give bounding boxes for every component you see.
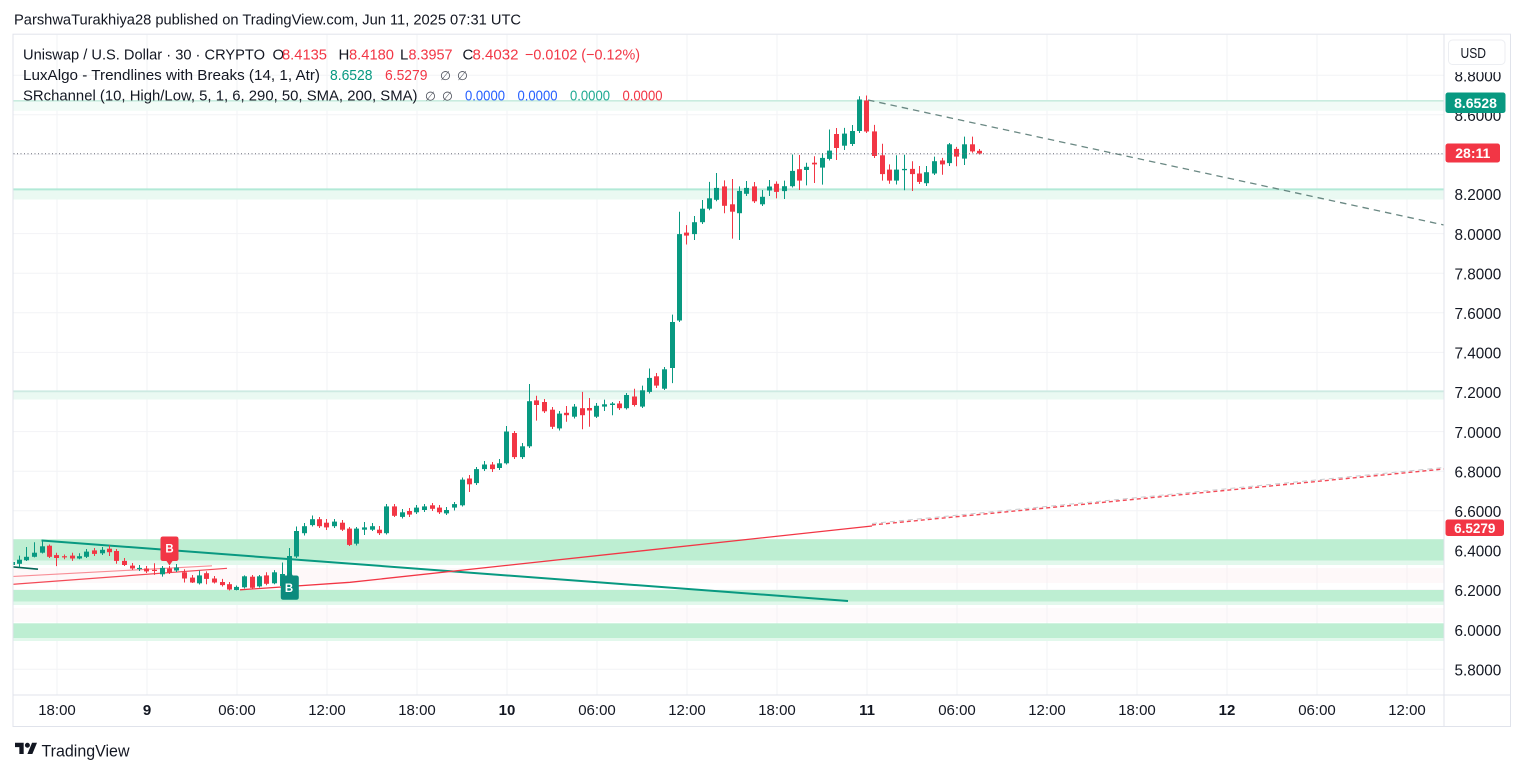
svg-text:8.2000: 8.2000: [1455, 187, 1502, 204]
svg-text:12:00: 12:00: [1388, 702, 1426, 719]
svg-text:LuxAlgo - Trendlines with Brea: LuxAlgo - Trendlines with Breaks (14, 1,…: [23, 67, 320, 84]
svg-text:18:00: 18:00: [38, 702, 76, 719]
svg-text:TradingView: TradingView: [42, 743, 130, 761]
svg-text:18:00: 18:00: [398, 702, 436, 719]
svg-text:18:00: 18:00: [758, 702, 796, 719]
svg-text:6.2000: 6.2000: [1455, 583, 1502, 600]
svg-text:6.5279: 6.5279: [1454, 521, 1495, 536]
svg-text:0.0000: 0.0000: [465, 88, 505, 105]
svg-text:H: H: [339, 47, 350, 64]
svg-text:6.0000: 6.0000: [1455, 623, 1502, 640]
svg-text:8.4032: 8.4032: [473, 47, 519, 64]
svg-text:L: L: [400, 47, 408, 64]
svg-text:∅: ∅: [442, 90, 453, 104]
svg-text:7.0000: 7.0000: [1455, 425, 1502, 442]
svg-text:ParshwaTurakhiya28 published o: ParshwaTurakhiya28 published on TradingV…: [14, 13, 521, 29]
svg-text:6.6000: 6.6000: [1455, 504, 1502, 521]
svg-text:6.5279: 6.5279: [385, 67, 428, 84]
svg-text:7.8000: 7.8000: [1455, 266, 1502, 283]
svg-text:8.8000: 8.8000: [1455, 68, 1502, 85]
svg-text:9: 9: [143, 702, 151, 719]
svg-text:6.4000: 6.4000: [1455, 544, 1502, 561]
svg-text:06:00: 06:00: [938, 702, 976, 719]
svg-text:11: 11: [859, 702, 875, 719]
svg-text:8.0000: 8.0000: [1455, 227, 1502, 244]
svg-text:8.6528: 8.6528: [1454, 95, 1497, 111]
svg-text:06:00: 06:00: [578, 702, 616, 719]
svg-text:06:00: 06:00: [1298, 702, 1336, 719]
svg-text:0.0000: 0.0000: [570, 88, 610, 105]
svg-text:0.0000: 0.0000: [623, 88, 663, 105]
svg-text:5.8000: 5.8000: [1455, 662, 1502, 679]
svg-text:−0.0102 (−0.12%): −0.0102 (−0.12%): [525, 47, 640, 64]
svg-text:8.4135: 8.4135: [282, 47, 327, 64]
svg-text:8.4180: 8.4180: [349, 47, 394, 64]
svg-text:∅: ∅: [440, 69, 451, 83]
svg-text:Uniswap / U.S. Dollar · 30 · C: Uniswap / U.S. Dollar · 30 · CRYPTO: [23, 47, 265, 64]
svg-text:C: C: [463, 47, 474, 64]
svg-text:∅: ∅: [457, 69, 468, 83]
svg-text:12:00: 12:00: [1028, 702, 1066, 719]
svg-text:0.0000: 0.0000: [518, 88, 558, 105]
svg-text:18:00: 18:00: [1118, 702, 1156, 719]
svg-text:7.6000: 7.6000: [1455, 306, 1502, 323]
svg-text:7.2000: 7.2000: [1455, 385, 1502, 402]
svg-text:12:00: 12:00: [308, 702, 346, 719]
svg-text:B: B: [165, 544, 173, 556]
svg-text:7.4000: 7.4000: [1455, 346, 1502, 363]
svg-text:12:00: 12:00: [668, 702, 706, 719]
svg-text:SRchannel (10, High/Low, 5, 1,: SRchannel (10, High/Low, 5, 1, 6, 290, 5…: [23, 88, 418, 105]
svg-text:B: B: [285, 583, 293, 595]
svg-text:USD: USD: [1461, 46, 1487, 62]
svg-text:∅: ∅: [425, 90, 436, 104]
svg-text:10: 10: [499, 702, 516, 719]
svg-text:6.8000: 6.8000: [1455, 464, 1502, 481]
svg-text:12: 12: [1219, 702, 1236, 719]
svg-text:8.3957: 8.3957: [409, 47, 453, 64]
svg-text:06:00: 06:00: [218, 702, 256, 719]
svg-text:O: O: [273, 47, 285, 64]
svg-text:28:11: 28:11: [1455, 145, 1490, 161]
svg-text:8.6528: 8.6528: [330, 67, 373, 84]
